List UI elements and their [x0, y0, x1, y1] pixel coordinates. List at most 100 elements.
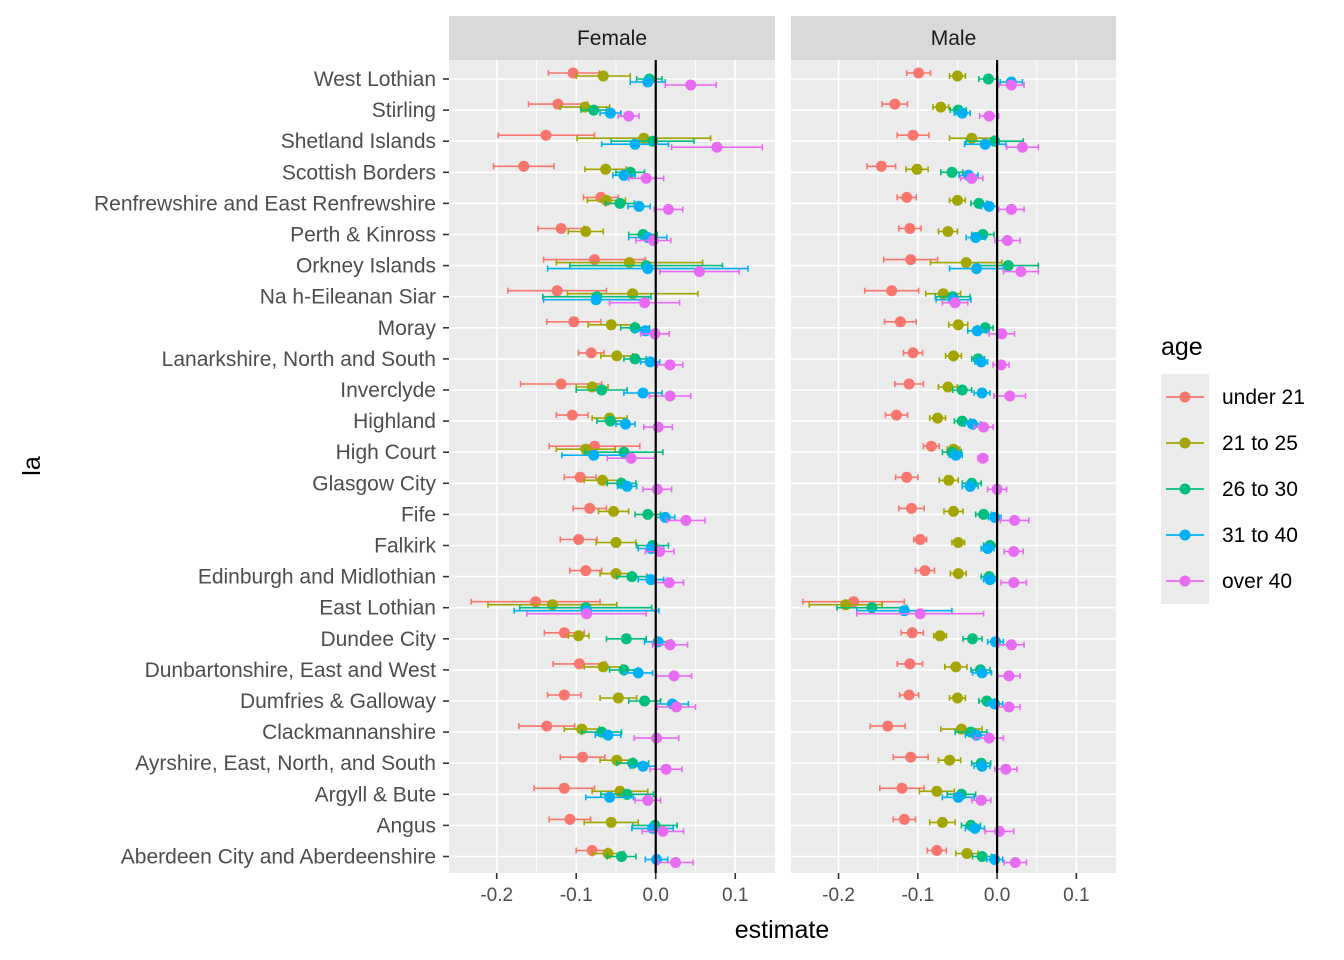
estimate-point [555, 223, 567, 234]
data-point [606, 851, 637, 862]
data-point [1005, 141, 1040, 153]
estimate-point [633, 200, 645, 212]
data-point [629, 76, 667, 88]
facet-strip-label-male: Male [931, 27, 977, 50]
estimate-point [840, 599, 852, 611]
data-point [959, 172, 984, 184]
data-point [599, 692, 638, 704]
estimate-point [530, 596, 542, 608]
data-point [892, 813, 917, 825]
legend-label: over 40 [1222, 570, 1292, 593]
estimate-point [639, 297, 651, 309]
data-point [546, 689, 582, 701]
data-point [545, 316, 602, 328]
data-point [951, 384, 973, 396]
estimate-point [573, 630, 585, 642]
data-point [878, 782, 925, 794]
estimate-point [989, 135, 1001, 147]
estimate-point [588, 449, 600, 461]
y-category-label: Fife [401, 503, 436, 526]
estimate-point [645, 574, 657, 586]
data-point [997, 79, 1025, 91]
estimate-point [971, 325, 983, 337]
y-category-label: Falkirk [374, 535, 436, 558]
y-category-label: Highland [353, 410, 436, 433]
estimate-point [942, 226, 954, 237]
data-point [926, 845, 948, 856]
data-point [569, 565, 603, 577]
estimate-point [604, 107, 616, 119]
data-point [965, 232, 987, 243]
estimate-point [898, 813, 910, 825]
data-point [627, 200, 651, 212]
data-point [597, 505, 630, 517]
y-category-label: Argyll & Bute [315, 783, 436, 806]
estimate-point [982, 543, 994, 554]
y-axis-labels: West Lothian Stirling Shetland Islands Scot… [94, 68, 449, 869]
estimate-point [978, 508, 990, 520]
estimate-point [711, 141, 723, 153]
estimate-point [620, 633, 632, 645]
estimate-point [944, 754, 956, 766]
estimate-point [642, 508, 654, 520]
data-point [1000, 577, 1028, 589]
estimate-point [546, 599, 558, 611]
data-point [577, 347, 605, 359]
estimate-point [657, 825, 669, 837]
estimate-point [889, 98, 901, 110]
estimate-point [1001, 235, 1013, 246]
estimate-point [970, 729, 982, 741]
estimate-point [966, 172, 978, 184]
estimate-point [662, 203, 674, 215]
estimate-point [623, 110, 635, 122]
estimate-point [966, 132, 978, 144]
estimate-point [937, 288, 949, 300]
estimate-point [1004, 390, 1016, 402]
legend-label: 21 to 25 [1222, 432, 1298, 455]
estimate-point [597, 661, 609, 673]
estimate-point [637, 760, 649, 772]
y-category-label: Orkney Islands [296, 255, 436, 278]
legend-entry: 31 to 40 [1166, 524, 1298, 547]
data-point [600, 138, 670, 150]
data-point [913, 534, 928, 545]
data-point [898, 689, 920, 701]
y-category-label: Clackmannanshire [262, 721, 436, 744]
legend-key-point [1179, 483, 1191, 495]
estimate-point [1015, 266, 1027, 278]
estimate-point [952, 319, 964, 331]
data-point [567, 226, 605, 237]
estimate-point [540, 129, 552, 141]
estimate-point [618, 169, 630, 181]
data-point [978, 110, 1000, 122]
facet-panel-male: Male [791, 16, 1116, 873]
facet-panel-female: Female [449, 16, 775, 873]
estimate-point [914, 534, 926, 545]
estimate-point [875, 160, 887, 172]
estimate-point [967, 418, 979, 430]
estimate-point [896, 782, 908, 794]
data-point [580, 104, 608, 116]
estimate-point [566, 409, 578, 421]
estimate-point [1000, 763, 1012, 775]
estimate-point [989, 854, 1001, 865]
estimate-point [584, 502, 596, 514]
estimate-point [600, 163, 612, 175]
data-point [518, 720, 576, 732]
estimate-point [551, 285, 563, 297]
estimate-point [1002, 260, 1014, 272]
y-category-label: Stirling [372, 99, 436, 122]
data-point [898, 223, 922, 234]
x-axis-title: estimate [735, 916, 829, 944]
data-point [627, 172, 665, 184]
data-point [941, 791, 975, 803]
y-category-label: East Lothian [319, 597, 436, 620]
estimate-point [1005, 79, 1017, 91]
data-point [555, 409, 589, 421]
estimate-point [580, 565, 592, 577]
estimate-point [948, 505, 959, 517]
data-point [563, 471, 597, 483]
estimate-point [574, 471, 586, 483]
estimate-point [894, 316, 906, 328]
estimate-point [976, 667, 988, 679]
